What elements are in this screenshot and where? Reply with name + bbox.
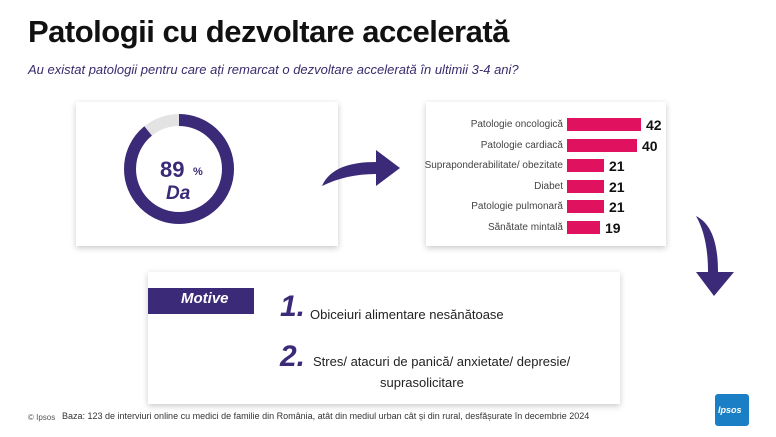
bar bbox=[567, 179, 604, 193]
motive-tab bbox=[148, 288, 254, 314]
bar-value-label: 21 bbox=[609, 158, 625, 174]
bar-label: Patologie oncologică bbox=[470, 119, 563, 130]
bar-label: Sănătate mintală bbox=[487, 221, 563, 233]
reason-2-text-line2: suprasolicitare bbox=[380, 375, 464, 390]
down-arrow-icon bbox=[696, 216, 734, 296]
bar bbox=[567, 118, 641, 131]
bar-value-label: 40 bbox=[642, 137, 658, 154]
donut-chart bbox=[124, 114, 234, 224]
bar-label: Patologie pulmonară bbox=[471, 201, 563, 212]
bar-label: Supraponderabilitate/ obezitate bbox=[424, 160, 563, 171]
motive-heading: Motive bbox=[181, 290, 229, 307]
bar-label: Diabet bbox=[534, 180, 563, 192]
bar-value-label: 19 bbox=[605, 219, 621, 236]
donut-label: Da bbox=[166, 183, 191, 204]
right-arrow-icon bbox=[322, 150, 400, 186]
ipsos-logo bbox=[715, 394, 749, 426]
donut-arc bbox=[124, 114, 234, 224]
bar-value-label: 21 bbox=[609, 199, 625, 215]
reason-1-number: 1. bbox=[280, 290, 306, 323]
donut-percent-sign: % bbox=[193, 166, 203, 178]
donut-card bbox=[76, 102, 338, 246]
bar bbox=[567, 138, 637, 152]
bar-value-label: 21 bbox=[609, 178, 625, 195]
bar bbox=[567, 200, 604, 213]
ipsos-logo-text: Ipsos bbox=[718, 405, 742, 415]
bar-label: Patologie cardiacă bbox=[480, 139, 563, 151]
reason-2-text-line1: Stres/ atacuri de panică/ anxietate/ dep… bbox=[313, 354, 571, 369]
page-subtitle: Au existat patologii pentru care ați rem… bbox=[28, 62, 519, 77]
page-title: Patologii cu dezvoltare accelerată bbox=[28, 14, 509, 49]
bar bbox=[567, 159, 604, 172]
donut-value: 89 bbox=[160, 157, 185, 182]
bar-value-label: 42 bbox=[646, 117, 662, 133]
footer-copyright: © Ipsos bbox=[28, 413, 56, 422]
footer-base-note: Baza: 123 de interviuri online cu medici… bbox=[62, 411, 590, 421]
bar bbox=[567, 220, 600, 234]
reason-2-number: 2. bbox=[280, 340, 306, 373]
reason-1-text: Obiceiuri alimentare nesănătoase bbox=[310, 307, 504, 322]
